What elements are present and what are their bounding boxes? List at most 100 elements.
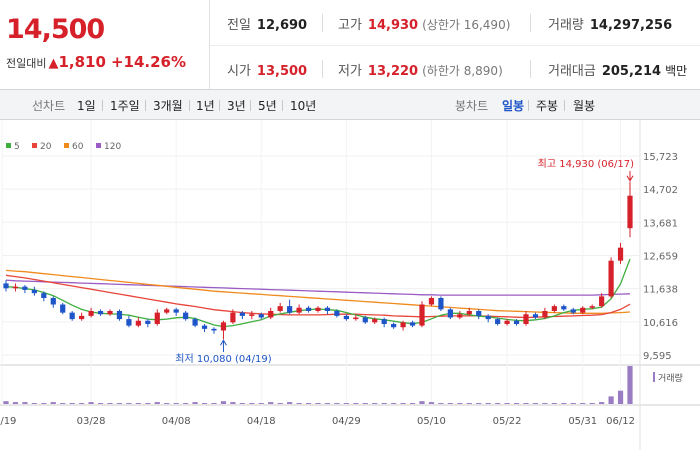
- divider: [210, 45, 700, 46]
- volume-bar: [173, 403, 179, 404]
- candle-body: [542, 310, 548, 318]
- change-line: 전일대비 ▲1,810 +14.26%: [6, 53, 186, 71]
- candle-chart-label: 봉차트: [455, 99, 489, 113]
- volume-bar: [296, 403, 302, 404]
- low-annotation: 최저 10,080 (04/19): [175, 353, 271, 365]
- candle-body: [79, 315, 85, 320]
- candle-body: [154, 312, 160, 324]
- volume-bar: [381, 403, 387, 404]
- volume-bar: [258, 403, 264, 404]
- candle-body: [532, 314, 539, 318]
- legend-swatch: [6, 143, 11, 148]
- volume-bar: [372, 403, 378, 404]
- candle-monthly[interactable]: 월봉: [573, 99, 596, 113]
- divider: [102, 100, 103, 111]
- candle-body: [201, 325, 208, 329]
- stat-value: 14,297,256: [589, 18, 673, 33]
- stat-label: 전일: [227, 18, 251, 33]
- candle-body: [88, 310, 94, 316]
- volume-bar: [391, 403, 397, 404]
- volume-bar: [97, 403, 104, 404]
- candle-body: [296, 307, 302, 313]
- candle-body: [107, 310, 113, 315]
- volume-bar: [627, 366, 633, 404]
- x-tick-label: 05/31: [568, 416, 597, 427]
- candle-weekly[interactable]: 주봉: [536, 99, 559, 113]
- volume-bar: [362, 403, 368, 404]
- divider: [528, 100, 529, 111]
- x-tick-label: 03/19: [0, 416, 16, 427]
- period-1w[interactable]: 1주일: [110, 99, 140, 113]
- ma60-line: [5, 269, 631, 314]
- period-1d[interactable]: 1일: [77, 99, 96, 113]
- volume-bar: [353, 403, 359, 404]
- volume-bar: [428, 402, 435, 404]
- up-arrow-icon: ▲: [48, 56, 59, 71]
- chart-toolbar: 선차트 1일 1주일 3개월 1년 3년 5년 10년 봉차트 일봉 주봉 월봉: [0, 90, 700, 120]
- stat-label: 거래량: [548, 18, 584, 33]
- candle-body: [12, 286, 19, 289]
- volume-bar: [580, 403, 586, 404]
- candle-body: [60, 304, 66, 313]
- legend-label: 60: [72, 142, 84, 152]
- volume-bar: [230, 402, 236, 404]
- candle-body: [192, 319, 198, 326]
- candle-body: [69, 312, 75, 320]
- high-arrow-icon: [626, 175, 634, 182]
- candle-body: [183, 312, 189, 320]
- volume-bar: [599, 402, 605, 404]
- x-tick-label: 04/08: [162, 416, 191, 427]
- stat-amount: 거래대금 205,214 백만: [548, 60, 687, 79]
- divider: [530, 60, 531, 78]
- candle-body: [372, 319, 378, 323]
- stat-high: 고가 14,930 (상한가 16,490): [338, 14, 510, 33]
- stat-volume: 거래량 14,297,256: [548, 14, 672, 33]
- lower-limit: (하한가 8,890): [422, 64, 503, 78]
- candle-body: [409, 322, 416, 326]
- change-label: 전일대비: [6, 57, 47, 70]
- period-1y[interactable]: 1년: [196, 99, 215, 113]
- high-annotation: 최고 14,930 (06/17): [538, 158, 634, 170]
- period-10y[interactable]: 10년: [290, 99, 317, 113]
- volume-bar: [523, 403, 529, 404]
- y-tick-label: 14,702: [643, 185, 678, 196]
- period-5y[interactable]: 5년: [258, 99, 277, 113]
- divider: [564, 100, 565, 111]
- candle-body: [523, 314, 529, 324]
- candle-body: [485, 315, 491, 320]
- candle-body: [617, 247, 624, 261]
- volume-bar: [542, 403, 548, 404]
- period-3y[interactable]: 3년: [227, 99, 246, 113]
- upper-limit: (상한가 16,490): [422, 18, 511, 32]
- candle-body: [381, 319, 387, 324]
- volume-bar: [447, 403, 453, 404]
- period-3m[interactable]: 3개월: [153, 99, 183, 113]
- volume-bar: [466, 403, 472, 404]
- x-tick-label: 04/29: [332, 416, 361, 427]
- volume-bar: [409, 403, 416, 404]
- candle-body: [305, 307, 312, 311]
- volume-bar: [79, 403, 85, 404]
- candle-daily[interactable]: 일봉: [502, 99, 525, 113]
- volume-bar: [343, 403, 349, 404]
- change-percent: +14.26%: [110, 53, 186, 71]
- candle-body: [438, 298, 444, 310]
- y-tick-label: 12,659: [643, 252, 678, 263]
- volume-bar: [3, 401, 9, 404]
- candle-body: [400, 322, 406, 328]
- stat-value: 205,214: [601, 64, 662, 79]
- candle-body: [504, 320, 510, 324]
- volume-bar: [419, 401, 425, 404]
- candle-body: [570, 309, 576, 313]
- candle-body: [419, 304, 425, 326]
- stat-open: 시가 13,500: [227, 60, 307, 79]
- candle-body: [447, 309, 453, 318]
- legend-swatch: [64, 143, 69, 148]
- volume-bar: [617, 390, 624, 404]
- candle-body: [145, 320, 151, 324]
- y-tick-label: 10,616: [643, 318, 678, 329]
- volume-bar: [88, 402, 94, 404]
- quote-header: 14,500 전일대비 ▲1,810 +14.26% 전일 12,690 고가 14,9…: [0, 0, 700, 90]
- amount-unit: 백만: [665, 64, 688, 78]
- line-chart-label: 선차트: [32, 99, 66, 113]
